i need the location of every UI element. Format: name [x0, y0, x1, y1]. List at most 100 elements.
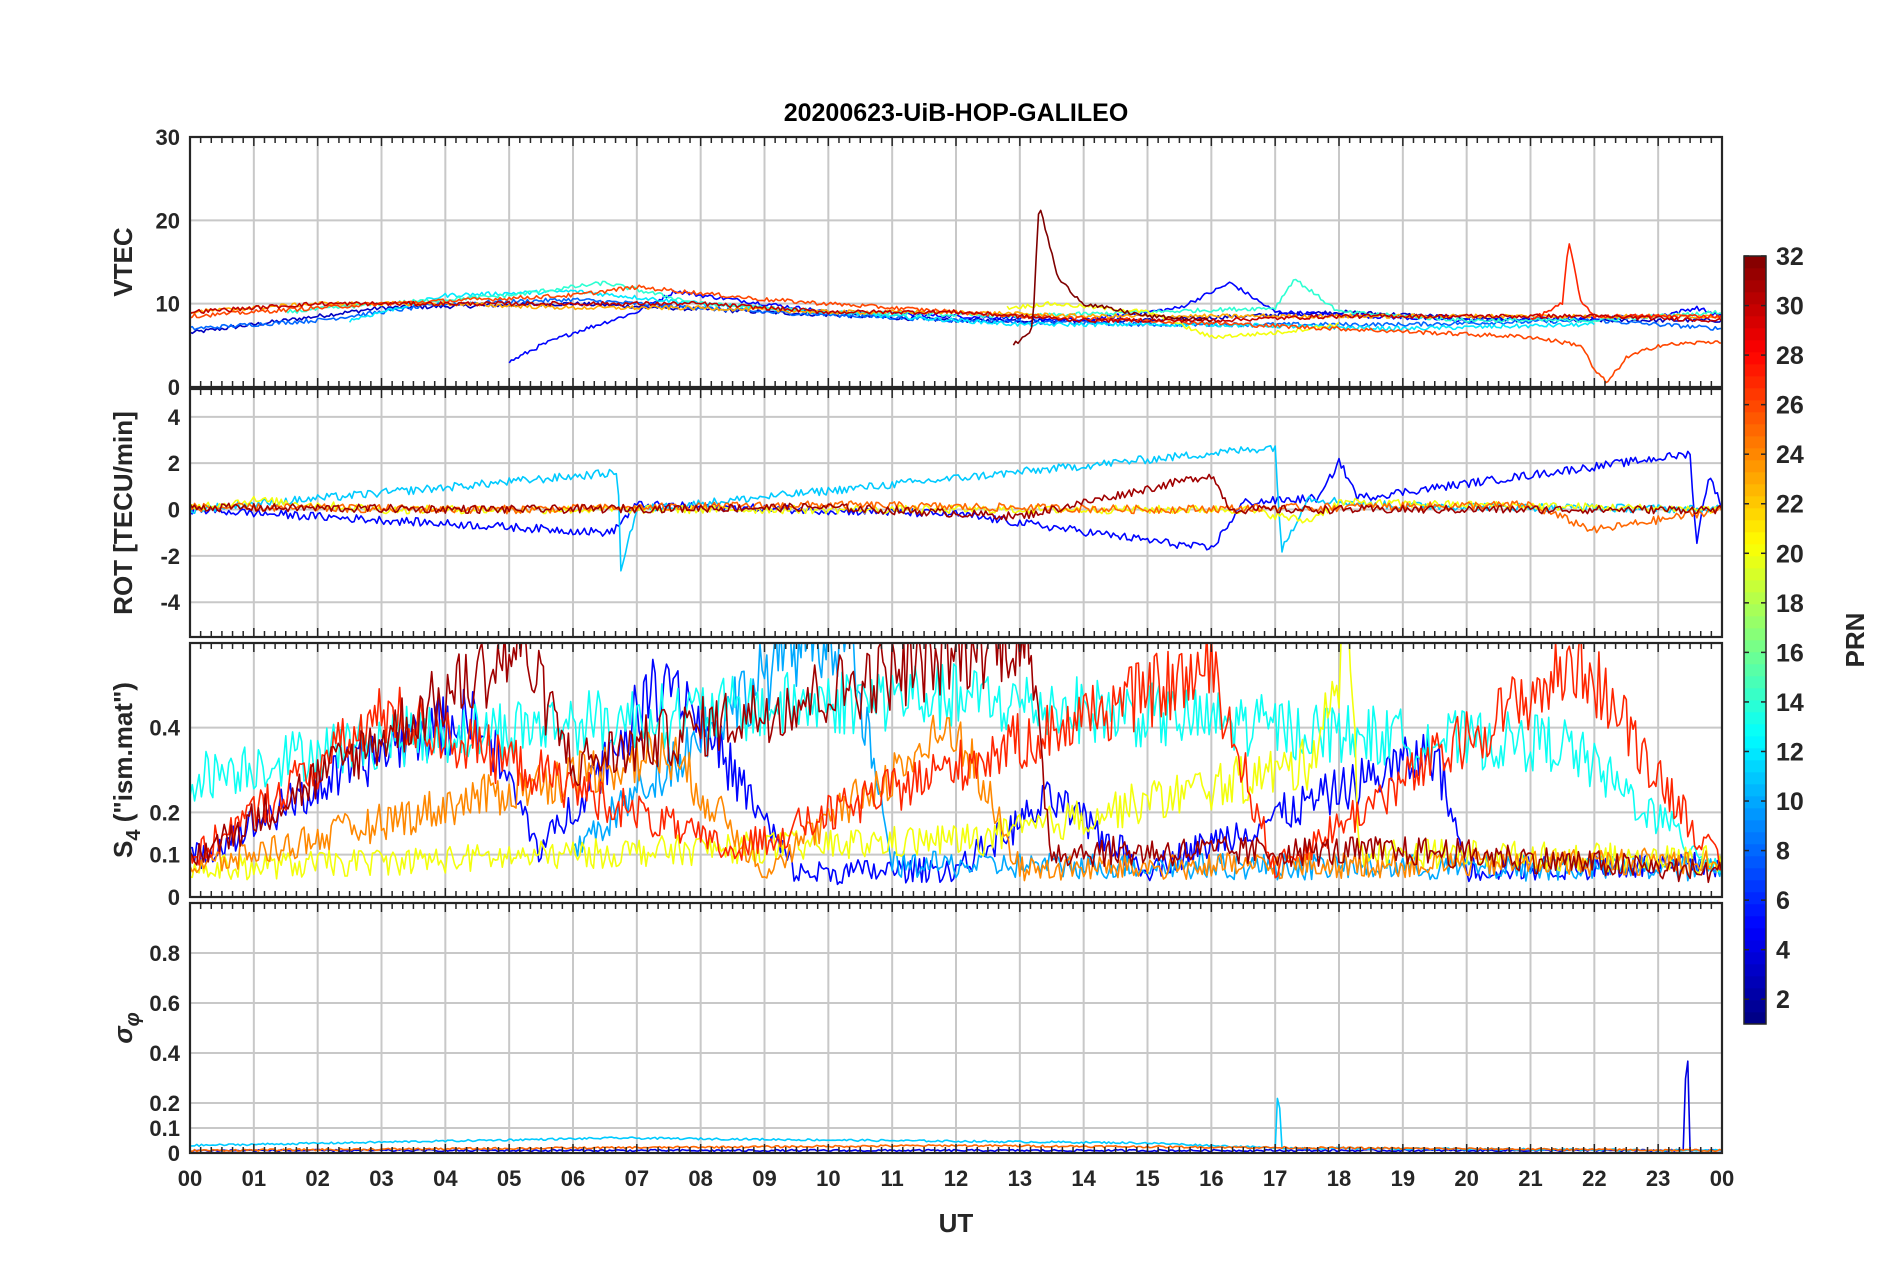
y-tick-label: 0.6	[149, 991, 180, 1016]
colorbar-swatch	[1744, 555, 1766, 569]
colorbar-swatch	[1744, 483, 1766, 497]
series-line-prn-31	[190, 473, 1722, 521]
colorbar-swatch	[1744, 663, 1766, 677]
colorbar-swatch	[1744, 411, 1766, 425]
colorbar-swatch	[1744, 807, 1766, 821]
colorbar-swatch	[1744, 867, 1766, 881]
colorbar-tick-label: 10	[1776, 788, 1804, 816]
colorbar-swatch	[1744, 771, 1766, 785]
minor-ticks	[199, 643, 1713, 897]
colorbar-swatch	[1744, 435, 1766, 449]
panel-frame	[188, 387, 1724, 639]
colorbar-swatch	[1744, 255, 1766, 269]
x-axis: 00 01 02 03 04 05 06 07 08 09 10 11 12 13 14 15 16 17 18 19…	[178, 1166, 1734, 1191]
y-axis-label-rot: ROT [TECU/min]	[108, 411, 138, 615]
colorbar-swatch	[1744, 879, 1766, 893]
x-tick-label: 02	[305, 1166, 329, 1191]
colorbar-swatch	[1744, 975, 1766, 989]
panel-sigma: 00.10.2 0.4 0.6 0.8 σφ	[108, 901, 1724, 1166]
colorbar-tick-label: 16	[1776, 639, 1804, 667]
colorbar-tick-label: 26	[1776, 392, 1804, 420]
y-tick-label: -2	[160, 544, 180, 569]
x-tick-label: 19	[1391, 1166, 1415, 1191]
x-tick-label: 00	[1710, 1166, 1734, 1191]
colorbar-tick-label: 12	[1776, 738, 1804, 766]
colorbar-swatch	[1744, 507, 1766, 521]
x-tick-label: 21	[1518, 1166, 1542, 1191]
colorbar-label: PRN	[1840, 613, 1870, 668]
colorbar-swatch	[1744, 723, 1766, 737]
colorbar-tick-label: 32	[1776, 243, 1804, 271]
series-line-prn-5	[190, 450, 1722, 551]
chart-title: 20200623-UiB-HOP-GALILEO	[784, 99, 1129, 127]
y-tick-label: 0.2	[149, 800, 180, 825]
series-line-prn-31	[190, 643, 1722, 884]
colorbar-swatch	[1744, 651, 1766, 665]
colorbar-tick-label: 30	[1776, 293, 1804, 321]
colorbar-swatch	[1744, 675, 1766, 689]
x-tick-label: 17	[1263, 1166, 1287, 1191]
y-tick-label: -4	[160, 590, 180, 615]
colorbar-tick-label: 24	[1776, 441, 1804, 469]
x-tick-label: 00	[178, 1166, 202, 1191]
colorbar-swatch	[1744, 735, 1766, 749]
colorbar-swatch	[1744, 747, 1766, 761]
colorbar-swatch	[1744, 387, 1766, 401]
colorbar-swatch	[1744, 495, 1766, 509]
colorbar-swatch	[1744, 915, 1766, 929]
y-axis-label-sigma: σφ	[108, 1012, 144, 1043]
colorbar-tick-label: 20	[1776, 540, 1804, 568]
colorbar-swatch	[1744, 519, 1766, 533]
y-tick-label: 0	[168, 1141, 180, 1166]
colorbar-swatch	[1744, 375, 1766, 389]
colorbar-swatch	[1744, 627, 1766, 641]
x-tick-label: 23	[1646, 1166, 1670, 1191]
series-line-prn-24	[190, 714, 1722, 882]
series-line-prn-32	[1012, 209, 1212, 346]
colorbar-swatch	[1744, 339, 1766, 353]
panel-rot: -4 -2 0 2 4 ROT [TECU/min]	[108, 387, 1724, 639]
colorbar-swatch	[1744, 315, 1766, 329]
y-tick-label: 0	[168, 885, 180, 910]
x-tick-label: 03	[369, 1166, 393, 1191]
y-tick-label: 20	[156, 208, 180, 233]
y-tick-label: 0.2	[149, 1091, 180, 1116]
colorbar-swatch	[1744, 363, 1766, 377]
series-group	[190, 643, 1722, 886]
colorbar-swatch	[1744, 567, 1766, 581]
x-tick-label: 13	[1008, 1166, 1032, 1191]
colorbar-tick-label: 8	[1776, 838, 1790, 866]
colorbar-swatch	[1744, 687, 1766, 701]
x-tick-label: 05	[497, 1166, 521, 1191]
y-tick-label: 10	[156, 292, 180, 317]
colorbar-frame	[1743, 255, 1767, 1025]
colorbar-swatch	[1744, 579, 1766, 593]
colorbar-swatch	[1744, 639, 1766, 653]
panel-frame	[188, 901, 1724, 1155]
colorbar-swatch	[1744, 351, 1766, 365]
colorbar-swatch	[1744, 543, 1766, 557]
colorbar-swatch	[1744, 783, 1766, 797]
colorbar-tick-label: 4	[1776, 937, 1790, 965]
x-tick-label: 14	[1071, 1166, 1096, 1191]
colorbar-swatch	[1744, 795, 1766, 809]
y-tick-label: 2	[168, 451, 180, 476]
colorbar-swatch	[1744, 423, 1766, 437]
colorbar-swatch	[1744, 399, 1766, 413]
colorbar-swatch	[1744, 447, 1766, 461]
colorbar-swatch	[1744, 819, 1766, 833]
series-line-prn-30	[190, 300, 1722, 324]
colorbar-swatch	[1744, 591, 1766, 605]
y-tick-label: 0.1	[149, 1116, 180, 1141]
y-tick-label: 0.1	[149, 843, 180, 868]
colorbar-swatch	[1744, 939, 1766, 953]
colorbar-swatch	[1744, 531, 1766, 545]
colorbar-tick-label: 18	[1776, 590, 1804, 618]
x-tick-label: 08	[688, 1166, 712, 1191]
x-tick-label: 06	[561, 1166, 585, 1191]
series-line-prn-20	[190, 643, 1722, 881]
colorbar-swatch	[1744, 891, 1766, 905]
colorbar-swatch	[1744, 759, 1766, 773]
series-group	[190, 209, 1722, 384]
